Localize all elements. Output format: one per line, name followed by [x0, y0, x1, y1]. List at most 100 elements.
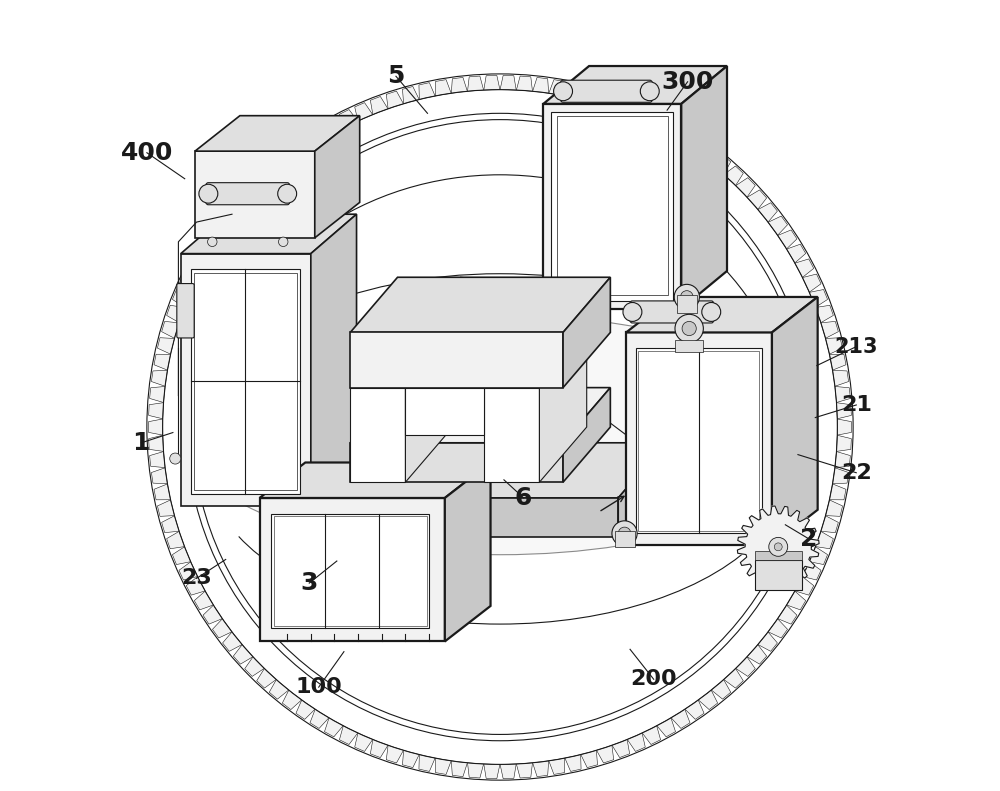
Polygon shape [149, 403, 164, 418]
Polygon shape [516, 763, 532, 778]
Bar [271, 513, 429, 628]
Polygon shape [565, 755, 581, 771]
Polygon shape [500, 764, 516, 778]
Polygon shape [685, 700, 704, 719]
Polygon shape [179, 274, 198, 292]
Polygon shape [186, 577, 205, 595]
Circle shape [702, 302, 721, 321]
Polygon shape [282, 690, 302, 710]
Polygon shape [642, 726, 661, 744]
Polygon shape [181, 214, 357, 254]
Polygon shape [402, 751, 419, 767]
FancyBboxPatch shape [177, 283, 194, 338]
Polygon shape [162, 516, 179, 532]
Polygon shape [162, 321, 179, 339]
Polygon shape [186, 259, 205, 278]
Text: 200: 200 [630, 669, 677, 689]
Polygon shape [829, 484, 846, 500]
Polygon shape [837, 419, 852, 435]
Polygon shape [826, 338, 843, 354]
Polygon shape [484, 75, 500, 90]
Polygon shape [157, 500, 174, 517]
Polygon shape [627, 103, 645, 121]
Polygon shape [833, 370, 849, 386]
Polygon shape [269, 155, 289, 175]
Polygon shape [802, 274, 821, 292]
Polygon shape [260, 498, 445, 642]
Text: 22: 22 [841, 463, 872, 483]
Circle shape [681, 290, 693, 303]
Polygon shape [468, 763, 484, 778]
Bar [615, 531, 635, 547]
Polygon shape [419, 755, 435, 771]
Polygon shape [581, 751, 598, 767]
Polygon shape [355, 103, 373, 121]
Circle shape [199, 184, 218, 203]
Polygon shape [233, 645, 253, 664]
Polygon shape [533, 761, 549, 777]
Polygon shape [626, 297, 818, 332]
Polygon shape [657, 117, 676, 136]
Polygon shape [194, 591, 213, 610]
Polygon shape [484, 332, 587, 388]
Polygon shape [233, 190, 253, 210]
Polygon shape [370, 97, 388, 115]
Polygon shape [809, 547, 828, 565]
Polygon shape [402, 86, 419, 104]
Bar [191, 270, 300, 494]
Polygon shape [671, 710, 690, 729]
Polygon shape [711, 155, 731, 175]
Circle shape [640, 81, 659, 100]
Polygon shape [212, 619, 232, 638]
FancyBboxPatch shape [561, 80, 652, 102]
Circle shape [774, 543, 782, 551]
Polygon shape [681, 66, 727, 308]
Bar [194, 274, 297, 490]
Polygon shape [223, 202, 242, 222]
Circle shape [769, 537, 788, 556]
Polygon shape [612, 97, 630, 115]
Polygon shape [768, 619, 788, 638]
Polygon shape [451, 78, 467, 93]
Polygon shape [257, 166, 276, 186]
Polygon shape [500, 75, 516, 90]
Polygon shape [203, 230, 222, 249]
Polygon shape [167, 305, 185, 323]
Polygon shape [154, 354, 171, 370]
Bar [551, 112, 673, 301]
Polygon shape [339, 726, 358, 744]
Polygon shape [484, 764, 500, 778]
Polygon shape [787, 591, 806, 610]
Polygon shape [370, 740, 388, 758]
Polygon shape [148, 419, 163, 435]
Text: 1: 1 [133, 431, 150, 455]
Bar [677, 295, 697, 312]
Polygon shape [445, 463, 491, 642]
Polygon shape [821, 321, 838, 339]
Polygon shape [627, 733, 645, 751]
Polygon shape [350, 332, 453, 388]
Polygon shape [737, 506, 819, 588]
Polygon shape [736, 178, 755, 197]
Polygon shape [282, 145, 302, 164]
Polygon shape [296, 700, 315, 719]
Polygon shape [151, 370, 167, 386]
Bar [755, 560, 802, 590]
Text: 400: 400 [121, 141, 173, 165]
Circle shape [618, 527, 631, 539]
Polygon shape [203, 605, 222, 624]
Bar [557, 116, 668, 294]
Polygon shape [310, 126, 329, 145]
Polygon shape [809, 290, 828, 308]
Polygon shape [279, 498, 618, 537]
Polygon shape [698, 145, 718, 164]
Polygon shape [269, 679, 289, 699]
Polygon shape [549, 80, 565, 96]
Polygon shape [245, 657, 264, 676]
Polygon shape [195, 115, 360, 151]
Polygon shape [768, 216, 788, 235]
Polygon shape [835, 452, 850, 467]
Polygon shape [758, 202, 777, 222]
Polygon shape [405, 388, 484, 435]
Polygon shape [642, 110, 661, 128]
